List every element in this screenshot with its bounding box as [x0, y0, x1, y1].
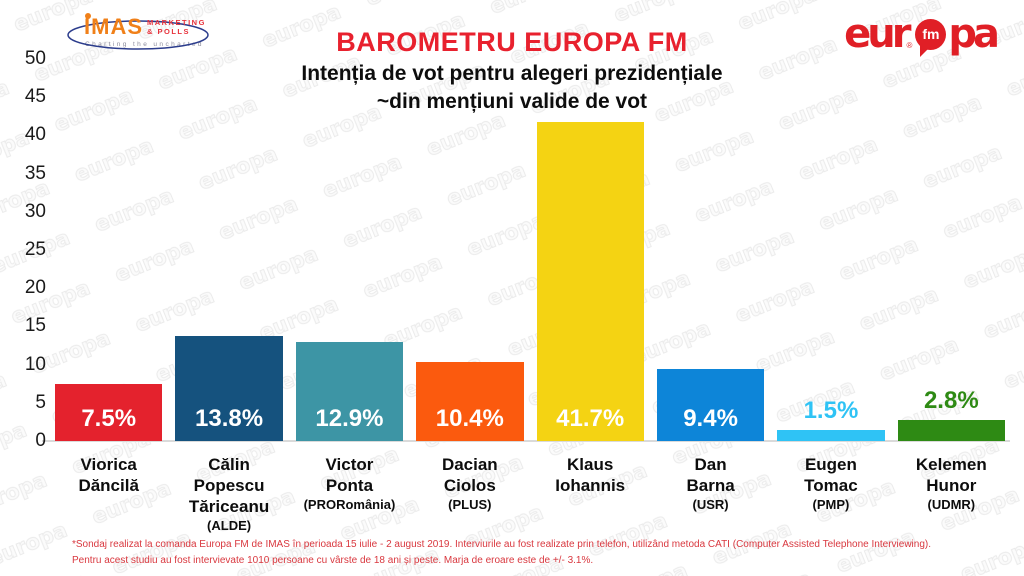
bar	[656, 369, 765, 441]
imas-logo-sub-line2: & POLLS	[147, 26, 191, 36]
bar-x-label: Klaus Iohannis	[537, 454, 644, 496]
bar-column: 1.5% Eugen Tomac (PMP)	[777, 59, 885, 512]
title-block: BAROMETRU EUROPA FM Intenția de vot pent…	[0, 27, 1024, 114]
fm-badge-label: fm	[922, 26, 940, 42]
bar-value-label: 9.4%	[683, 405, 738, 432]
bar	[777, 429, 885, 441]
y-axis: 50 45 40 35 30 25 20 15 10 5 0	[0, 0, 46, 576]
imas-dot-icon	[85, 13, 91, 19]
imas-logo: IMAS MARKETING & POLLS Charting the unch…	[67, 13, 222, 50]
bar	[175, 335, 283, 441]
y-axis-label: 35	[24, 163, 46, 184]
bar-x-label: Victor Ponta (PRORomânia)	[296, 454, 403, 513]
bar-x-label: Viorica Dăncilă	[55, 454, 162, 496]
bar-column: 12.9% Victor Ponta (PRORomânia)	[295, 59, 404, 512]
y-axis-label: 45	[24, 86, 46, 107]
imas-logo-name: IMAS	[84, 14, 143, 39]
candidate-name: Viorica Dăncilă	[78, 455, 139, 495]
registered-mark-icon: ®	[906, 41, 913, 50]
imas-logo-sub: MARKETING & POLLS	[147, 18, 206, 36]
bar	[295, 342, 404, 441]
y-axis-label: 40	[24, 124, 46, 145]
candidate-name: Dan Barna	[686, 455, 735, 495]
candidate-party: (PMP)	[812, 497, 850, 512]
bar-value-label: 10.4%	[435, 405, 504, 432]
bar-x-label: Eugen Tomac (PMP)	[777, 454, 884, 513]
europa-fm-logo: eur ® fm pa	[844, 11, 1000, 57]
europa-fm-logo-text-right: pa	[948, 11, 1000, 57]
candidate-name: Klaus Iohannis	[555, 455, 626, 495]
bar-column: 41.7% Klaus Iohannis	[536, 59, 644, 495]
page-title: BAROMETRU EUROPA FM	[336, 27, 688, 57]
x-axis-baseline	[42, 440, 1010, 442]
page-subtitle-line1: Intenția de vot pentru alegeri prezidenț…	[301, 62, 723, 85]
bar-chart: 7.5% Viorica Dăncilă 13.8% Călin Popescu…	[55, 59, 1005, 533]
bar-column: 13.8% Călin Popescu Tăriceanu (ALDE)	[175, 59, 283, 533]
y-axis-label: 10	[24, 354, 46, 375]
footnote-line1: *Sondaj realizat la comanda Europa FM de…	[72, 539, 931, 550]
bar-column: 2.8% Kelemen Hunor (UDMR)	[897, 59, 1005, 512]
candidate-name: Eugen Tomac	[804, 455, 858, 495]
bar-value-label: 12.9%	[315, 405, 384, 432]
candidate-party: (UDMR)	[927, 497, 976, 512]
imas-logo-tagline: Charting the uncharted	[85, 41, 204, 48]
imas-swoosh-ellipse	[67, 20, 209, 50]
candidate-party: (PRORomânia)	[303, 497, 396, 512]
bar-x-label: Kelemen Hunor (UDMR)	[898, 454, 1005, 513]
bar	[536, 122, 644, 441]
footnote: *Sondaj realizat la comanda Europa FM de…	[72, 537, 1012, 569]
bar-x-label: Dacian Ciolos (PLUS)	[416, 454, 523, 513]
europa-fm-logo-text-left: eur	[844, 11, 911, 57]
bar-value-label: 7.5%	[81, 405, 137, 432]
candidate-name: Dacian Ciolos	[441, 455, 498, 495]
y-axis-label: 25	[24, 239, 46, 260]
bar	[55, 383, 163, 441]
bar	[416, 361, 524, 441]
candidate-name: Călin Popescu Tăriceanu	[188, 455, 270, 516]
candidate-party: (PLUS)	[448, 497, 492, 512]
y-axis-label: 0	[35, 430, 46, 451]
candidate-name: Victor Ponta	[325, 455, 374, 495]
bar-column: 7.5% Viorica Dăncilă	[55, 59, 163, 495]
bar-value-label: 13.8%	[195, 405, 264, 432]
bar	[897, 419, 1005, 441]
bar-value-label: 41.7%	[556, 405, 625, 432]
bar-value-label: 1.5%	[803, 396, 859, 424]
imas-logo-row: IMAS MARKETING & POLLS	[72, 13, 222, 39]
fm-badge-icon: fm	[915, 18, 947, 57]
bar-column: 9.4% Dan Barna (USR)	[656, 59, 765, 512]
footnote-line2: Pentru acest studiu au fost intervievate…	[72, 555, 594, 566]
bar-value-label: 2.8%	[923, 386, 979, 414]
y-axis-label: 30	[24, 201, 46, 222]
y-axis-label: 50	[24, 48, 46, 69]
page-subtitle-line2: ~din mențiuni valide de vot	[376, 90, 648, 113]
bar-column: 10.4% Dacian Ciolos (PLUS)	[416, 59, 524, 512]
y-axis-label: 15	[24, 315, 46, 336]
y-axis-label: 5	[35, 392, 46, 413]
candidate-party: (ALDE)	[207, 518, 252, 533]
bar-x-label: Dan Barna (USR)	[657, 454, 764, 513]
imas-logo-sub-line1: MARKETING	[147, 18, 206, 27]
candidate-name: Kelemen Hunor	[915, 455, 987, 495]
bar-x-label: Călin Popescu Tăriceanu (ALDE)	[175, 454, 282, 534]
y-axis-label: 20	[24, 277, 46, 298]
candidate-party: (USR)	[692, 497, 729, 512]
